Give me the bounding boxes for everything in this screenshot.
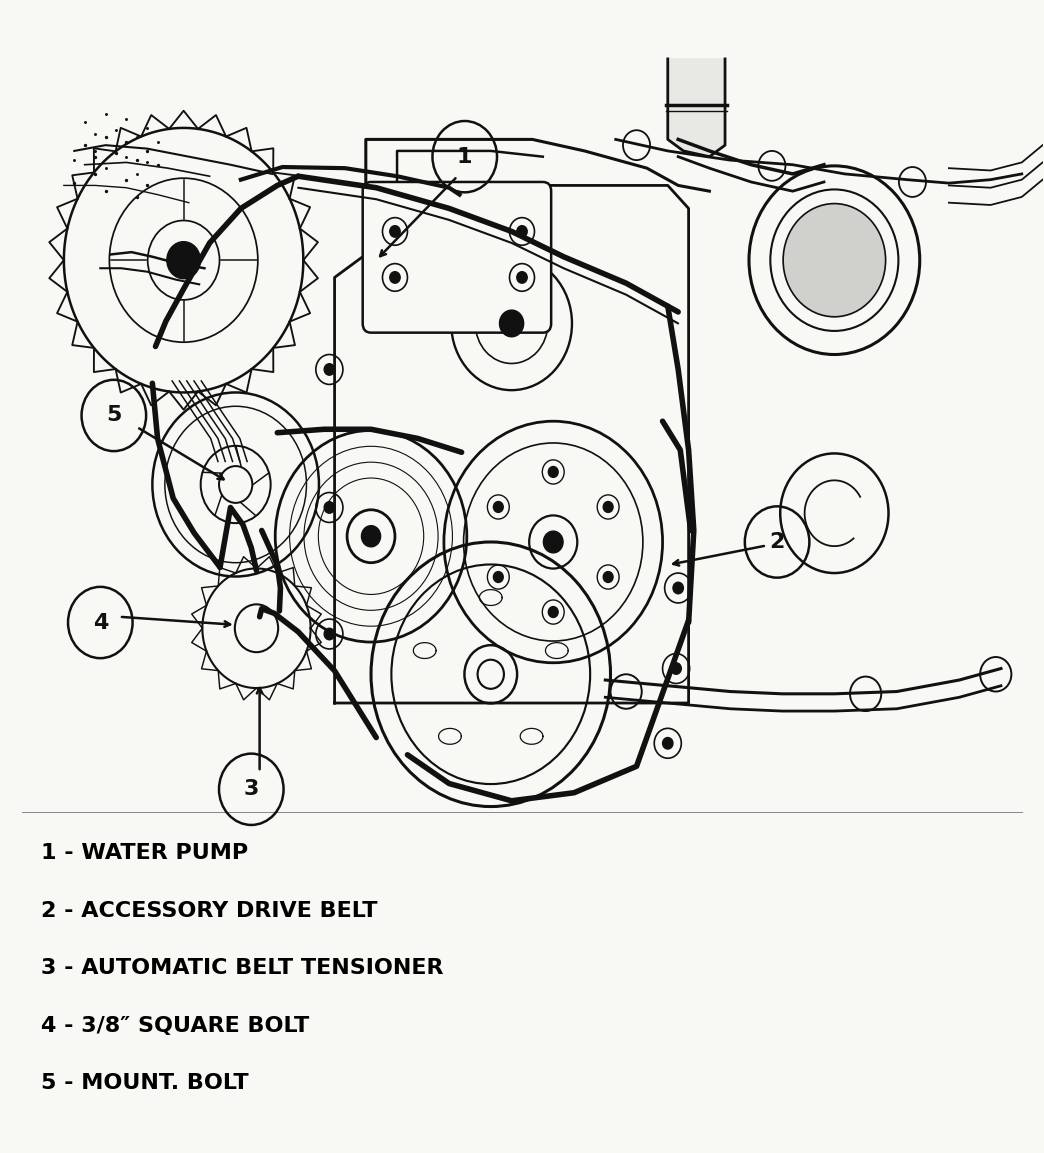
Point <box>76 113 93 131</box>
Circle shape <box>543 532 563 552</box>
Point <box>87 148 103 166</box>
Circle shape <box>325 628 334 640</box>
Circle shape <box>548 467 559 477</box>
Polygon shape <box>334 186 689 703</box>
Circle shape <box>603 572 613 582</box>
Text: 3: 3 <box>243 779 259 799</box>
Circle shape <box>671 663 682 675</box>
Point <box>128 188 145 206</box>
Circle shape <box>517 226 527 238</box>
Point <box>139 153 156 172</box>
Point <box>108 144 124 163</box>
Point <box>87 142 103 160</box>
Point <box>139 119 156 137</box>
Circle shape <box>325 363 334 375</box>
Text: 4: 4 <box>93 612 108 633</box>
Circle shape <box>494 502 503 512</box>
Point <box>118 133 135 151</box>
Circle shape <box>673 582 684 594</box>
Point <box>149 156 166 174</box>
Circle shape <box>361 526 381 547</box>
Circle shape <box>389 272 400 284</box>
FancyBboxPatch shape <box>362 182 551 333</box>
Point <box>128 151 145 169</box>
Text: 4 - 3/8″ SQUARE BOLT: 4 - 3/8″ SQUARE BOLT <box>41 1016 309 1035</box>
Text: 5: 5 <box>106 406 121 425</box>
Text: 1 - WATER PUMP: 1 - WATER PUMP <box>41 843 248 864</box>
Point <box>139 142 156 160</box>
Point <box>139 176 156 195</box>
Point <box>76 136 93 155</box>
Point <box>128 128 145 146</box>
Point <box>87 165 103 183</box>
Circle shape <box>663 738 673 749</box>
Circle shape <box>548 606 559 618</box>
Text: 2 - ACCESSORY DRIVE BELT: 2 - ACCESSORY DRIVE BELT <box>41 900 378 921</box>
Point <box>128 165 145 183</box>
Circle shape <box>389 226 400 238</box>
Circle shape <box>167 242 200 279</box>
Circle shape <box>783 204 885 317</box>
Point <box>97 159 114 178</box>
Text: 1: 1 <box>457 146 473 167</box>
Point <box>118 171 135 189</box>
Point <box>149 133 166 151</box>
Point <box>118 148 135 166</box>
Point <box>108 121 124 140</box>
Text: 5 - MOUNT. BOLT: 5 - MOUNT. BOLT <box>41 1073 248 1093</box>
Circle shape <box>517 272 527 284</box>
Circle shape <box>494 572 503 582</box>
Point <box>97 182 114 201</box>
Point <box>87 125 103 143</box>
Point <box>97 128 114 146</box>
Polygon shape <box>668 59 725 157</box>
Point <box>66 174 82 193</box>
Text: 3 - AUTOMATIC BELT TENSIONER: 3 - AUTOMATIC BELT TENSIONER <box>41 958 444 979</box>
Point <box>66 151 82 169</box>
Circle shape <box>603 502 613 512</box>
Text: 2: 2 <box>769 532 785 552</box>
Circle shape <box>499 310 524 337</box>
Point <box>118 110 135 128</box>
Circle shape <box>325 502 334 513</box>
Point <box>97 105 114 123</box>
